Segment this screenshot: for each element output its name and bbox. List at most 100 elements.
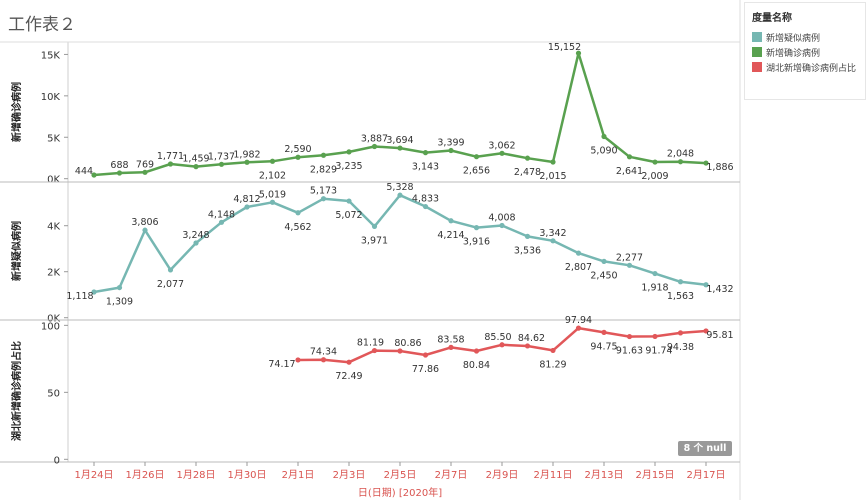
x-tick-label: 2月7日 [435, 469, 468, 481]
x-tick-label: 2月5日 [384, 469, 417, 481]
data-label: 3,806 [131, 217, 158, 228]
data-point [626, 154, 633, 160]
legend-label: 湖北新增确诊病例占比 [766, 63, 857, 74]
legend-item-suspected[interactable]: 新增疑似病例 [752, 31, 821, 44]
data-point [524, 233, 531, 239]
data-label: 2,009 [641, 171, 668, 182]
data-point [473, 348, 480, 354]
data-point [550, 347, 556, 354]
data-point [601, 258, 607, 264]
data-label: 3,143 [412, 162, 439, 173]
data-point [371, 347, 378, 354]
data-point [652, 333, 658, 340]
data-label: 1,771 [157, 151, 184, 162]
data-point [601, 329, 607, 335]
data-point [575, 325, 582, 331]
panel-2: 0 50 100 湖北新增确诊病例占比 74.17 74.34 72.49 81.19 80.8… [0, 315, 740, 466]
data-label: 4,214 [437, 230, 464, 241]
x-tick-label: 1月26日 [125, 469, 164, 481]
data-point [677, 330, 684, 336]
data-point [499, 342, 505, 348]
data-label: 4,008 [488, 213, 515, 224]
data-label: 3,062 [488, 140, 515, 151]
data-point [499, 222, 505, 229]
panel-1: 0K 2K 4K 新增疑似病例 1,118 1,309 3,806 2,077 3,248 4,1… [0, 181, 740, 325]
x-tick-label: 1月30日 [227, 469, 266, 481]
data-label: 2,102 [259, 170, 286, 181]
legend-item-confirmed[interactable]: 新增确诊病例 [752, 46, 821, 59]
data-point [295, 154, 301, 160]
x-tick-label: 2月9日 [486, 469, 519, 481]
legend-label: 新增疑似病例 [766, 33, 821, 44]
data-point [91, 289, 97, 295]
x-tick-label: 2月3日 [333, 469, 366, 481]
data-label: 3,916 [463, 237, 490, 248]
data-label: 4,148 [208, 209, 235, 220]
null-count-badge[interactable]: 8 个 null [678, 441, 732, 456]
data-point [473, 225, 480, 231]
data-label: 1,563 [667, 291, 694, 302]
data-label: 4,812 [233, 194, 260, 205]
data-label: 4,562 [284, 222, 311, 233]
data-point [601, 133, 607, 140]
data-label: 3,399 [437, 138, 464, 149]
data-label: 1,459 [182, 154, 209, 165]
x-tick-label: 2月15日 [635, 469, 674, 481]
legend-swatch [752, 32, 762, 42]
data-point [116, 170, 123, 176]
data-point [295, 357, 301, 363]
data-label: 3,694 [386, 135, 413, 146]
data-point [142, 227, 148, 233]
data-label: 769 [136, 159, 154, 170]
data-label: 2,807 [565, 262, 592, 273]
data-label: 1,309 [106, 297, 133, 308]
data-label: 5,072 [335, 210, 362, 221]
data-point [295, 210, 301, 216]
y-tick-label: 5K [47, 133, 60, 144]
legend-item-hubei-ratio[interactable]: 湖北新增确诊病例占比 [752, 61, 857, 74]
data-point [524, 155, 531, 161]
data-label: 1,886 [706, 162, 733, 173]
data-label: 77.86 [412, 364, 439, 375]
data-label: 94.38 [667, 342, 694, 353]
data-label: 5,173 [310, 186, 337, 197]
data-point [422, 150, 429, 156]
data-label: 81.29 [539, 359, 566, 370]
data-label: 2,015 [539, 171, 566, 182]
data-point [193, 240, 199, 246]
data-label: 80.84 [463, 360, 490, 371]
data-point [652, 159, 658, 165]
data-label: 2,641 [616, 166, 643, 177]
data-point [703, 328, 709, 334]
data-point [677, 159, 684, 165]
data-label: 1,118 [66, 291, 93, 302]
data-label: 444 [75, 166, 93, 177]
data-point [167, 267, 174, 273]
legend-swatch [752, 62, 762, 72]
data-label: 2,590 [284, 144, 311, 155]
y-tick-label: 50 [47, 388, 60, 399]
data-point [397, 145, 403, 151]
data-label: 97.94 [565, 315, 592, 326]
data-label: 3,887 [361, 133, 388, 144]
data-label: 85.50 [484, 332, 511, 343]
y-tick-label: 0K [47, 314, 60, 325]
data-label: 5,019 [259, 189, 286, 200]
data-label: 2,478 [514, 167, 541, 178]
y-axis-title: 湖北新增确诊病例占比 [10, 341, 23, 441]
data-point [524, 343, 531, 349]
data-label: 2,277 [616, 252, 643, 263]
data-label: 3,248 [182, 230, 209, 241]
x-axis-title: 日(日期) [2020年] [358, 486, 442, 499]
data-point [269, 199, 276, 205]
data-label: 3,971 [361, 235, 388, 246]
data-label: 3,235 [335, 161, 362, 172]
data-point [91, 172, 97, 178]
y-tick-label: 10K [41, 92, 61, 103]
data-point [703, 282, 709, 288]
data-point [550, 159, 556, 165]
data-label: 83.58 [437, 334, 464, 345]
legend-label: 新增确诊病例 [766, 48, 821, 59]
data-label: 4,833 [412, 194, 439, 205]
